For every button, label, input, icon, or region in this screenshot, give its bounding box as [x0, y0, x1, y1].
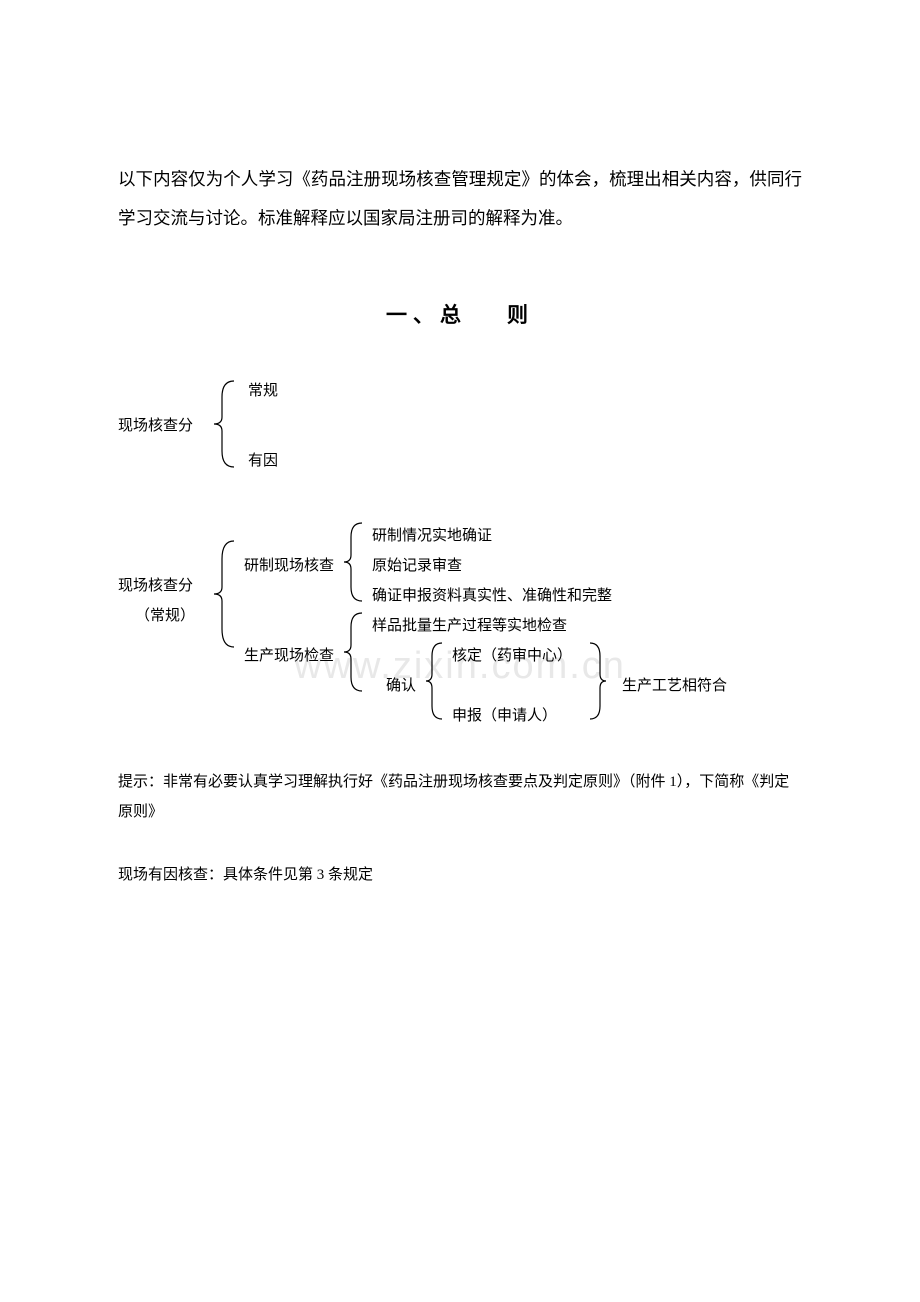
g2-item-0: 研制现场核查 — [244, 554, 334, 575]
document-page: 以下内容仅为个人学习《药品注册现场核查管理规定》的体会，梳理出相关内容，供同行学… — [0, 0, 920, 884]
g2a-item-0: 研制情况实地确证 — [372, 524, 492, 545]
g2b-confirm-item-0: 核定（药审中心） — [452, 644, 572, 665]
section-heading: 一、总 则 — [118, 299, 802, 329]
g2b-bracket — [340, 611, 366, 693]
g2a-bracket — [340, 521, 366, 603]
g1-item-0: 常规 — [248, 379, 278, 400]
classification-diagram: 现场核查分 常规 有因 现场核查分 （常规） 研制现场核查 生产现场检查 研制情… — [118, 379, 802, 749]
g2a-item-1: 原始记录审查 — [372, 554, 462, 575]
g1-item-1: 有因 — [248, 449, 278, 470]
g1-root-label: 现场核查分 — [118, 414, 193, 435]
g2b-result: 生产工艺相符合 — [622, 674, 727, 695]
followup-paragraph: 现场有因核查：具体条件见第 3 条规定 — [118, 863, 802, 884]
intro-paragraph: 以下内容仅为个人学习《药品注册现场核查管理规定》的体会，梳理出相关内容，供同行学… — [118, 160, 802, 239]
g2b-confirm-bracket-open — [422, 641, 446, 721]
g2-bracket — [210, 539, 238, 649]
g2-root-sub: （常规） — [135, 604, 195, 625]
g2b-item-1: 确认 — [386, 674, 416, 695]
g2b-confirm-bracket-close — [586, 641, 610, 721]
g2b-confirm-item-1: 申报（申请人） — [452, 704, 557, 725]
heading-suffix: 则 — [507, 303, 534, 327]
tip-paragraph: 提示：非常有必要认真学习理解执行好《药品注册现场核查要点及判定原则》（附件 1）… — [118, 767, 802, 827]
g2-root-label: 现场核查分 — [118, 574, 193, 595]
g2b-item-0: 样品批量生产过程等实地检查 — [372, 614, 567, 635]
g2a-item-2: 确证申报资料真实性、准确性和完整 — [372, 584, 612, 605]
g2-item-1: 生产现场检查 — [244, 644, 334, 665]
g1-bracket — [210, 379, 238, 469]
heading-prefix: 一、总 — [386, 303, 467, 327]
